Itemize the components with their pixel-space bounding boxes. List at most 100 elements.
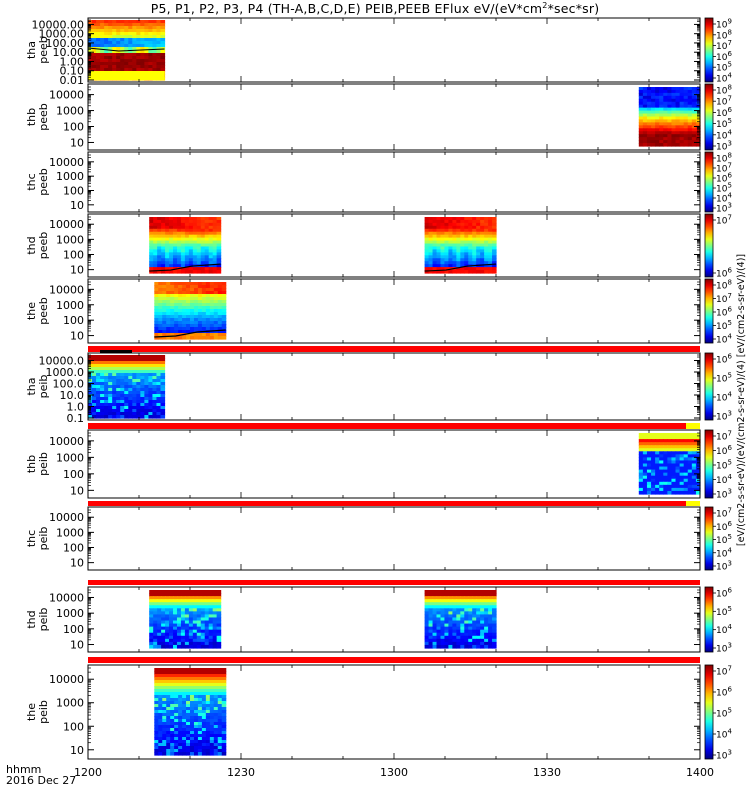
spectrogram-cell: [128, 26, 133, 30]
colorbar-tick-label: 105: [716, 707, 732, 720]
spectrogram-cell: [178, 306, 183, 310]
spectrogram-cell: [152, 415, 158, 419]
spectrogram-cell: [679, 134, 685, 138]
spectrogram-cell: [671, 445, 677, 449]
spectrogram-cell: [488, 617, 493, 622]
spectrogram-cell: [428, 614, 434, 619]
spectrogram-cell: [452, 602, 457, 606]
spectrogram-cell: [476, 644, 481, 649]
spectrogram-cell: [667, 95, 673, 100]
spectrogram-cell: [221, 743, 227, 747]
spectrogram-cell: [476, 638, 481, 643]
spectrogram-cell: [205, 282, 211, 286]
spectrogram-cell: [456, 614, 461, 619]
colorbar-label: [eV/(cm2-s-sr-eV)/(eV/(cm2-s-sr-eV)/(4) …: [736, 254, 747, 546]
spectrogram-cell: [221, 303, 227, 307]
spectrogram-cell: [671, 98, 677, 103]
spectrogram-cell: [186, 333, 191, 337]
spectrogram-cell: [683, 128, 689, 132]
spectrogram-cell: [424, 638, 430, 643]
spectrogram-cell: [174, 686, 179, 690]
spectrogram-cell: [655, 92, 660, 97]
spectrogram-cell: [176, 225, 182, 230]
spectrogram-cell: [687, 457, 693, 462]
spectrogram-cell: [169, 249, 174, 253]
spectrogram-cell: [192, 219, 198, 224]
spectrogram-cell: [152, 44, 158, 48]
spectrogram-cell: [424, 623, 430, 628]
spectrogram-cell: [217, 324, 223, 328]
spectrogram-cell: [659, 442, 664, 446]
spectrogram-cell: [492, 629, 497, 634]
spectrogram-cell: [166, 728, 171, 732]
spectrogram-cell: [436, 626, 442, 631]
spectrogram-cell: [128, 20, 133, 24]
spectrogram-cell: [174, 707, 179, 711]
spectrogram-cell: [655, 472, 660, 477]
spectrogram-cell: [108, 358, 113, 362]
potential-trace: [424, 263, 497, 272]
spectrogram-cell: [651, 92, 656, 97]
spectrogram-cell: [655, 490, 660, 495]
spectrogram-cell: [213, 740, 219, 744]
spectrogram-cell: [162, 285, 167, 289]
spectrogram-cell: [157, 225, 162, 230]
spectrogram-cell: [197, 725, 203, 729]
panel-probe-label: thc: [25, 173, 38, 190]
spectrogram-cell: [160, 358, 166, 362]
time-unit-label: hhmm: [6, 763, 42, 776]
spectrogram-cell: [144, 65, 149, 69]
spectrogram-cell: [200, 217, 206, 221]
spectrogram-cell: [154, 728, 159, 732]
spectrogram-cell: [671, 484, 677, 489]
spectrogram-cell: [184, 596, 190, 600]
spectrogram-cell: [116, 53, 121, 57]
spectrogram-cell: [201, 324, 207, 328]
spectrogram-cell: [100, 53, 105, 57]
spectrogram-cell: [120, 373, 125, 377]
spectrogram-cell: [212, 225, 218, 230]
spectrogram-cell: [176, 590, 182, 594]
spectrogram-cell: [124, 32, 129, 36]
spectrogram-cell: [192, 602, 198, 606]
spectrogram-cell: [208, 608, 214, 612]
spectrogram-cell: [208, 237, 214, 242]
spectrogram-cell: [646, 481, 652, 486]
spectrogram-cell: [642, 119, 648, 123]
spectrogram-cell: [154, 680, 159, 684]
spectrogram-cell: [186, 719, 191, 723]
spectrogram-cell: [208, 629, 214, 634]
spectrogram-cell: [484, 635, 489, 640]
spectrogram-cell: [132, 373, 137, 377]
spectrogram-cell: [161, 608, 166, 612]
spectrogram-cell: [124, 59, 129, 63]
spectrogram-cell: [468, 237, 473, 242]
spectrogram-cell: [104, 409, 109, 413]
spectrogram-cell: [116, 394, 121, 398]
spectrogram-cell: [472, 237, 477, 242]
spectrogram-cell: [100, 62, 105, 66]
spectrogram-cell: [190, 692, 195, 696]
spectrogram-cell: [170, 330, 175, 334]
spectrogram-cell: [476, 237, 481, 242]
spectrogram-cell: [148, 35, 154, 39]
spectrogram-cell: [448, 623, 453, 628]
spectrogram-cell: [424, 614, 430, 619]
spectrogram-cell: [169, 629, 174, 634]
spectrogram-cell: [208, 261, 214, 265]
spectrogram-cell: [460, 267, 465, 271]
spectrogram-cell: [190, 668, 195, 672]
spectrogram-cell: [88, 59, 93, 63]
spectrogram-cell: [188, 258, 194, 262]
spectrogram-cell: [184, 219, 190, 224]
spectrogram-cell: [124, 367, 129, 371]
spectrogram-cell: [174, 695, 179, 699]
spectrogram-cell: [136, 385, 141, 389]
spectrogram-cell: [456, 599, 461, 603]
spectrogram-cell: [173, 217, 178, 221]
spectrogram-cell: [104, 406, 109, 410]
x-tick-label: 1200: [74, 766, 102, 779]
spectrogram-cell: [174, 713, 179, 717]
spectrogram-cell: [104, 47, 109, 51]
spectrogram-cell: [655, 140, 660, 144]
